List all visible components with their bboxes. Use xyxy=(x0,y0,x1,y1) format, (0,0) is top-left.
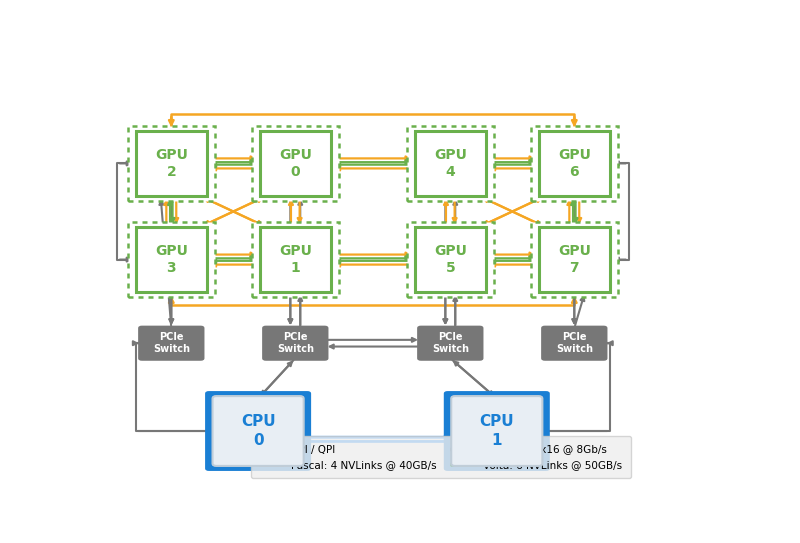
Text: GPU
5: GPU 5 xyxy=(434,244,466,275)
FancyBboxPatch shape xyxy=(251,125,339,201)
FancyBboxPatch shape xyxy=(127,125,215,201)
Text: GPU
4: GPU 4 xyxy=(434,148,466,179)
Text: CPU
0: CPU 0 xyxy=(241,414,275,448)
FancyBboxPatch shape xyxy=(213,396,304,466)
Text: PCIe
Switch: PCIe Switch xyxy=(556,332,593,354)
FancyBboxPatch shape xyxy=(406,222,494,298)
FancyBboxPatch shape xyxy=(127,222,215,298)
FancyBboxPatch shape xyxy=(414,227,486,292)
FancyBboxPatch shape xyxy=(136,131,207,196)
FancyBboxPatch shape xyxy=(538,227,610,292)
FancyBboxPatch shape xyxy=(541,326,607,361)
Legend: UPI / QPI, Pascal: 4 NVLinks @ 40GB/s, PCIe Gen3 x16 @ 8Gb/s, Volta: 6 NVLinks @: UPI / QPI, Pascal: 4 NVLinks @ 40GB/s, P… xyxy=(251,436,630,478)
FancyBboxPatch shape xyxy=(417,326,483,361)
Text: GPU
7: GPU 7 xyxy=(558,244,590,275)
Text: PCIe
Switch: PCIe Switch xyxy=(432,332,469,354)
Text: GPU
0: GPU 0 xyxy=(279,148,312,179)
FancyBboxPatch shape xyxy=(538,131,610,196)
FancyBboxPatch shape xyxy=(205,391,311,471)
FancyBboxPatch shape xyxy=(260,227,331,292)
FancyBboxPatch shape xyxy=(530,222,618,298)
Text: CPU
1: CPU 1 xyxy=(479,414,514,448)
FancyBboxPatch shape xyxy=(251,222,339,298)
Text: PCIe
Switch: PCIe Switch xyxy=(277,332,314,354)
FancyBboxPatch shape xyxy=(136,227,207,292)
FancyBboxPatch shape xyxy=(138,326,205,361)
FancyBboxPatch shape xyxy=(444,391,550,471)
Text: GPU
6: GPU 6 xyxy=(558,148,590,179)
Text: PCIe
Switch: PCIe Switch xyxy=(153,332,190,354)
Text: GPU
2: GPU 2 xyxy=(155,148,188,179)
FancyBboxPatch shape xyxy=(406,125,494,201)
FancyBboxPatch shape xyxy=(451,396,542,466)
FancyBboxPatch shape xyxy=(260,131,331,196)
Text: GPU
3: GPU 3 xyxy=(155,244,188,275)
FancyBboxPatch shape xyxy=(414,131,486,196)
FancyBboxPatch shape xyxy=(262,326,329,361)
FancyBboxPatch shape xyxy=(530,125,618,201)
Text: GPU
1: GPU 1 xyxy=(279,244,312,275)
